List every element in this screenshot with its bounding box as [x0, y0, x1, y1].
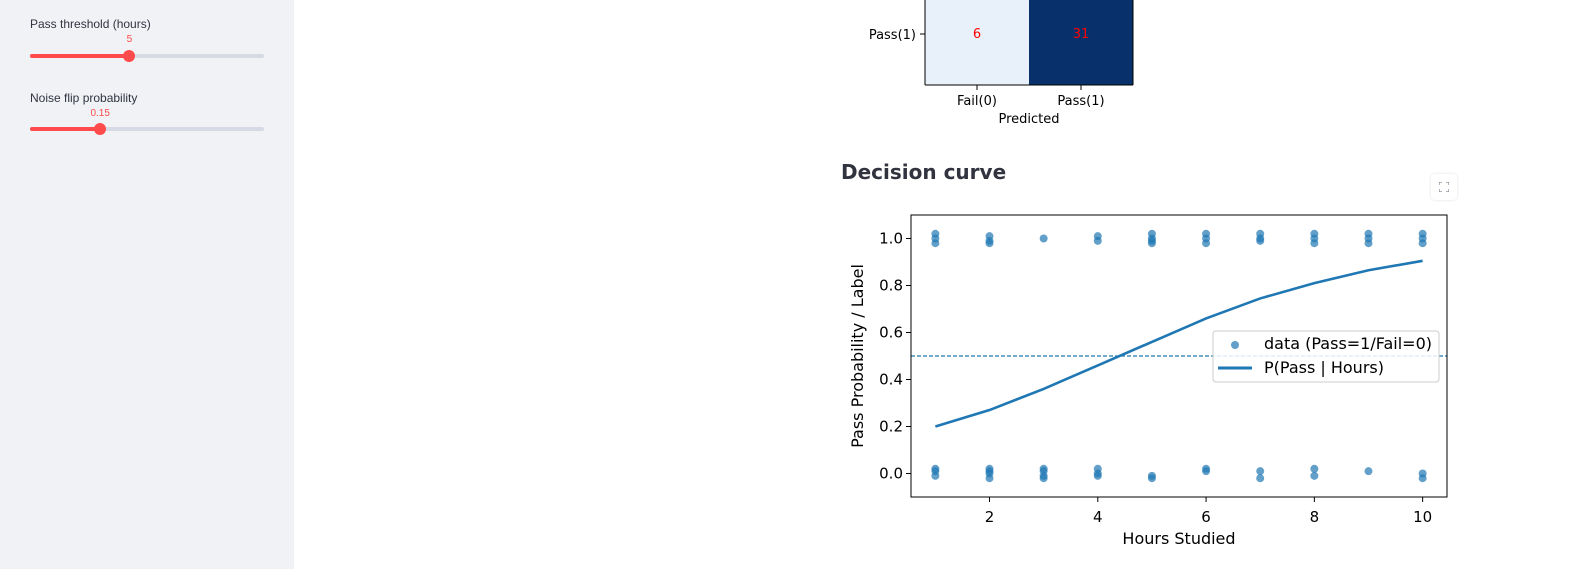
data-point-30 [1202, 234, 1211, 243]
fullscreen-button[interactable] [1431, 174, 1457, 200]
y-tick-label-1.0: 1.0 [879, 230, 903, 248]
data-point-14 [1039, 464, 1048, 473]
data-point-10 [985, 469, 994, 478]
x-tick-label-2: 2 [985, 508, 995, 526]
data-point-44 [1364, 229, 1373, 238]
data-point-1 [931, 234, 940, 243]
data-point-22 [1093, 471, 1102, 480]
x-tick-label-6: 6 [1201, 508, 1211, 526]
data-point-36 [1256, 236, 1265, 245]
data-point-23 [1147, 229, 1156, 238]
data-point-52 [1418, 474, 1427, 483]
decision-curve-title: Decision curve [841, 160, 1007, 184]
data-point-41 [1310, 239, 1319, 248]
data-point-4 [931, 471, 940, 480]
data-point-37 [1256, 467, 1265, 476]
data-point-27 [1147, 471, 1156, 480]
legend-label-prob: P(Pass | Hours) [1264, 358, 1384, 377]
data-point-38 [1256, 474, 1265, 483]
x-axis-label: Hours Studied [1122, 529, 1235, 548]
data-point-28 [1147, 474, 1156, 483]
data-point-40 [1310, 234, 1319, 243]
data-point-43 [1310, 471, 1319, 480]
cm-value-31: 31 [1073, 27, 1090, 42]
data-point-51 [1418, 469, 1427, 478]
cm-cell-pass-pass [1029, 0, 1133, 85]
data-point-25 [1147, 236, 1156, 245]
data-point-8 [985, 239, 994, 248]
pass-threshold-slider[interactable] [30, 50, 264, 62]
data-point-31 [1202, 239, 1211, 248]
data-point-17 [1039, 474, 1048, 483]
data-point-46 [1364, 239, 1373, 248]
legend-scatter-marker [1231, 341, 1239, 349]
cm-value-6: 6 [973, 27, 981, 42]
pass-threshold-value: 5 [126, 34, 133, 45]
data-point-48 [1418, 229, 1427, 238]
data-point-35 [1256, 234, 1265, 243]
data-point-33 [1202, 467, 1211, 476]
y-tick-label-0.4: 0.4 [879, 371, 903, 389]
data-point-21 [1093, 469, 1102, 478]
legend-box [1212, 330, 1440, 383]
confusion-matrix: 6 31 Pass(1) Fail(0) Pass(1) Predicted [869, 0, 1134, 127]
data-point-32 [1202, 464, 1211, 473]
expand-icon [1439, 182, 1449, 192]
pass-threshold-label: Pass threshold (hours) [30, 17, 151, 31]
cm-col-label-fail: Fail(0) [957, 94, 997, 109]
noise-flip-slider[interactable] [30, 123, 264, 135]
y-tick-label-0.6: 0.6 [879, 324, 903, 342]
cm-row-label: Pass(1) [869, 28, 916, 43]
data-point-11 [985, 474, 994, 483]
data-point-3 [931, 467, 940, 476]
data-point-50 [1418, 239, 1427, 248]
data-point-7 [985, 236, 994, 245]
pass-threshold-slider-fill [30, 54, 130, 58]
noise-flip-label: Noise flip probability [30, 91, 138, 105]
data-point-0 [931, 229, 940, 238]
cm-cell-pass-fail [925, 0, 1029, 85]
y-axis-label: Pass Probability / Label [848, 264, 867, 448]
y-tick-label-0.0: 0.0 [879, 465, 903, 483]
data-point-39 [1310, 229, 1319, 238]
data-point-12 [985, 467, 994, 476]
x-tick-label-10: 10 [1413, 508, 1432, 526]
sidebar: Pass threshold (hours) 5 Noise flip prob… [0, 0, 294, 569]
data-point-9 [985, 464, 994, 473]
data-point-49 [1418, 234, 1427, 243]
data-point-34 [1256, 229, 1265, 238]
data-point-20 [1093, 464, 1102, 473]
cm-col-label-pass: Pass(1) [1057, 94, 1104, 109]
data-point-26 [1147, 239, 1156, 248]
data-point-15 [1039, 471, 1048, 480]
noise-flip-value: 0.15 [90, 108, 110, 119]
data-point-16 [1039, 467, 1048, 476]
data-point-13 [1039, 234, 1048, 243]
legend: data (Pass=1/Fail=0) P(Pass | Hours) [1212, 330, 1440, 383]
data-point-6 [985, 232, 994, 241]
legend-label-data: data (Pass=1/Fail=0) [1264, 334, 1432, 353]
pass-threshold-slider-thumb[interactable] [123, 50, 136, 62]
probability-curve [934, 259, 1423, 428]
noise-flip-slider-fill [30, 127, 101, 131]
cm-xlabel: Predicted [998, 112, 1059, 127]
x-tick-label-8: 8 [1310, 508, 1320, 526]
y-tick-label-0.2: 0.2 [879, 418, 903, 436]
data-point-18 [1093, 232, 1102, 241]
x-tick-label-4: 4 [1093, 508, 1103, 526]
y-tick-label-0.8: 0.8 [879, 277, 903, 295]
data-point-2 [931, 239, 940, 248]
data-point-19 [1093, 236, 1102, 245]
data-point-5 [931, 464, 940, 473]
plot-frame [910, 214, 1448, 498]
data-point-45 [1364, 234, 1373, 243]
data-point-42 [1310, 464, 1319, 473]
data-point-47 [1364, 467, 1373, 476]
data-point-29 [1202, 229, 1211, 238]
data-point-24 [1147, 234, 1156, 243]
noise-flip-slider-thumb[interactable] [94, 123, 107, 135]
